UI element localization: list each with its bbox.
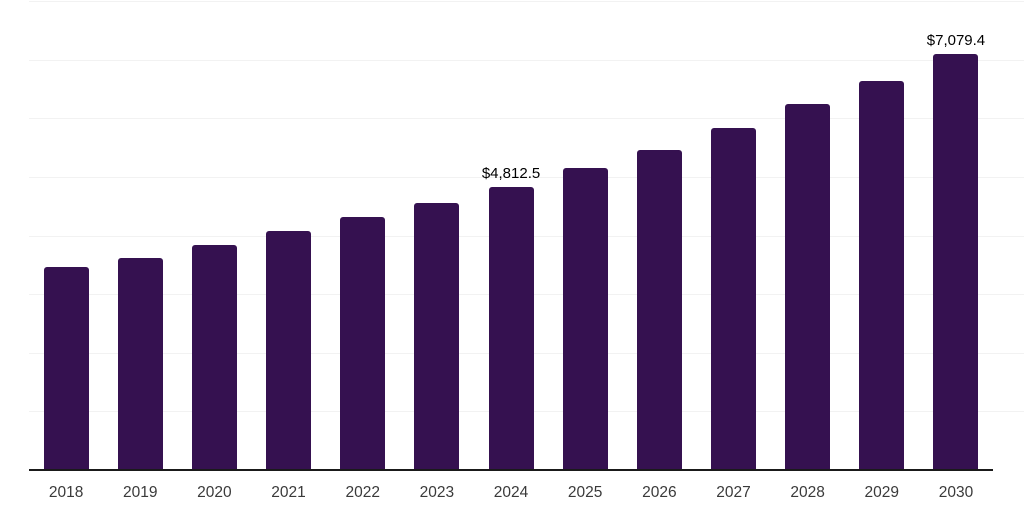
x-axis-line [29, 469, 993, 471]
bar-2025 [562, 168, 608, 469]
x-axis-tick-labels: 2018 2019 2020 2021 2022 2023 2024 2025 2026 2027… [29, 484, 993, 502]
bar-2030 [933, 54, 979, 469]
x-axis-tick-label-2025: 2025 [567, 484, 603, 501]
x-axis-tick-label-2027: 2027 [716, 484, 751, 501]
gridline-6000 [29, 118, 1024, 120]
bar-2020 [191, 245, 237, 469]
bar-2021 [266, 231, 312, 469]
x-axis-tick-label-2019: 2019 [122, 484, 158, 501]
bar-slot-2022 [326, 0, 400, 469]
bar-2018 [43, 266, 89, 469]
bar-slot-2019 [103, 0, 177, 469]
bar-2028 [785, 104, 831, 469]
x-axis-tick-label-2029: 2029 [864, 484, 900, 501]
bar-2022 [340, 216, 386, 469]
bar-2026 [636, 149, 682, 469]
bar-slot-2025 [548, 0, 622, 469]
bar-slot-2021 [251, 0, 325, 469]
bar-slot-2028 [771, 0, 845, 469]
bar-slot-2023 [400, 0, 474, 469]
bar-value-label-2024: $4,812.5 [481, 164, 541, 182]
bar-slot-2024: $4,812.5 [474, 0, 548, 469]
x-axis-tick-label-2021: 2021 [271, 484, 306, 501]
bar-2024 [488, 186, 534, 469]
gridline-8000 [29, 1, 1024, 2]
x-axis-tick-label-2023: 2023 [419, 484, 455, 501]
bar-2029 [859, 80, 905, 469]
x-axis-tick-label-2030: 2030 [938, 484, 974, 501]
bar-slot-2027 [696, 0, 770, 469]
gridline-5000 [29, 176, 1024, 178]
bar-slot-2030: $7,079.4 [919, 0, 993, 469]
bar-slot-2020 [177, 0, 251, 469]
x-axis-tick-label-2022: 2022 [345, 484, 380, 501]
x-axis-tick-label-2020: 2020 [197, 484, 232, 501]
bar-2019 [117, 257, 163, 469]
bars-container: $4,812.5 $7,079.4 [29, 0, 993, 469]
bar-slot-2018 [29, 0, 103, 469]
bar-value-label-2030: $7,079.4 [926, 32, 986, 49]
bar-slot-2026 [622, 0, 696, 469]
gridline-7000 [29, 59, 1024, 61]
x-axis-tick-label-2026: 2026 [642, 484, 677, 501]
bar-slot-2029 [845, 0, 919, 469]
x-axis-tick-label-2024: 2024 [493, 484, 529, 501]
bar-2027 [710, 128, 756, 469]
x-axis-tick-label-2018: 2018 [48, 484, 84, 501]
bar-2023 [414, 203, 460, 469]
x-axis-tick-label-2028: 2028 [790, 484, 825, 501]
